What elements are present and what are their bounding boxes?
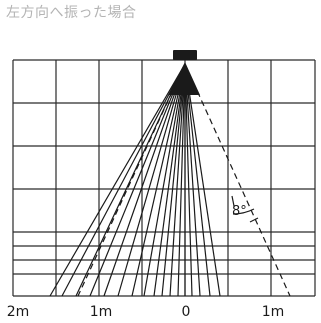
angle-arrow-bottom xyxy=(249,217,259,223)
x-tick-label-1m-right: 1m xyxy=(262,304,285,320)
beam-line xyxy=(184,63,201,297)
angle-label: 8° xyxy=(232,204,247,219)
x-tick-label-0: 0 xyxy=(182,304,191,320)
beam-lines xyxy=(49,63,221,297)
beam-line xyxy=(161,63,186,297)
sensor-head xyxy=(173,50,197,60)
angle-arc xyxy=(232,208,255,215)
beam-line xyxy=(143,63,186,297)
beam-line xyxy=(184,63,193,297)
beam-line xyxy=(117,63,186,297)
beam-line xyxy=(184,63,211,297)
beam-line xyxy=(169,63,186,297)
beam-edge-left xyxy=(77,63,186,297)
beam-line xyxy=(49,63,186,297)
beam-convergence xyxy=(168,62,200,95)
beam-line xyxy=(61,63,186,297)
beam-line xyxy=(103,63,186,297)
x-tick-label-2m-left: 2m xyxy=(7,304,30,320)
angle-arrow-top xyxy=(231,195,235,207)
diagram-title: 左方向へ振った場合 xyxy=(6,5,137,21)
beam-line xyxy=(153,63,186,297)
beam-line xyxy=(131,63,186,297)
beam-line xyxy=(184,63,221,297)
x-tick-label-1m-left: 1m xyxy=(90,304,113,320)
beam-line xyxy=(89,63,186,297)
grid xyxy=(12,59,316,297)
beam-edge-right xyxy=(184,63,291,297)
beam-line xyxy=(177,63,186,297)
beam-line xyxy=(75,63,186,297)
